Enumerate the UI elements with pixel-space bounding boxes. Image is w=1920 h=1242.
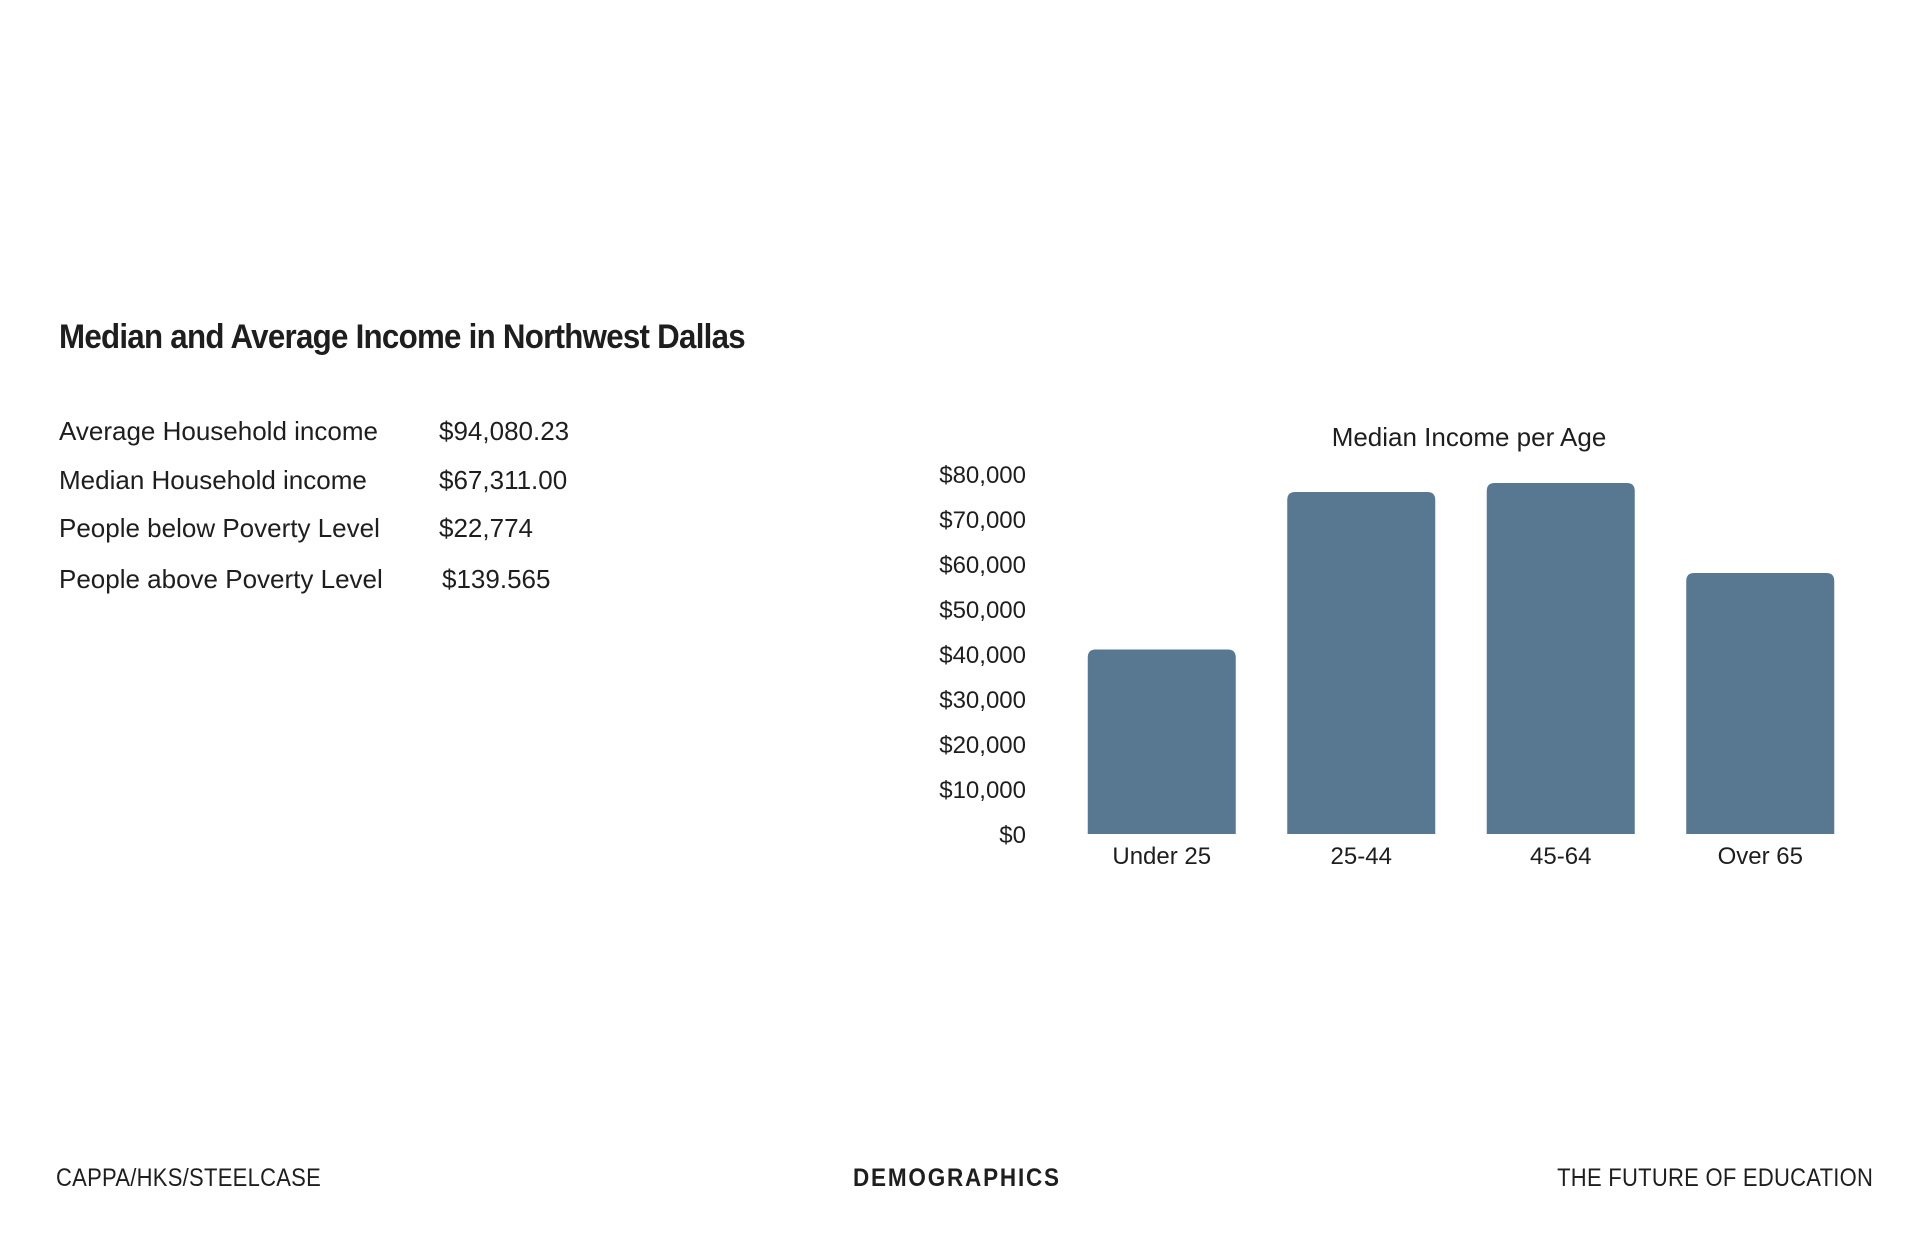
footer-left: CAPPA/HKS/STEELCASE: [56, 1164, 322, 1192]
chart-title: Median Income per Age: [1332, 422, 1607, 452]
y-tick-label: $20,000: [939, 732, 1026, 759]
stat-value: $67,311.00: [439, 465, 568, 495]
x-tick-label: 45-64: [1530, 843, 1591, 870]
y-axis-ticks: $0 $10,000 $20,000 $30,000 $40,000 $50,000 $60…: [939, 462, 1026, 849]
bar-over-65: [1686, 573, 1835, 834]
y-tick-label: $0: [999, 822, 1026, 849]
stat-label: Median Household income: [59, 465, 367, 495]
stat-label: People below Poverty Level: [59, 513, 380, 543]
bars: [1087, 483, 1835, 834]
footer-section-title: DEMOGRAPHICS: [853, 1164, 1061, 1192]
y-tick-label: $50,000: [939, 597, 1026, 624]
stat-value: $22,774: [439, 513, 533, 543]
y-tick-label: $80,000: [939, 462, 1026, 489]
y-tick-label: $60,000: [939, 552, 1026, 579]
x-tick-label: Over 65: [1718, 843, 1803, 870]
y-tick-label: $40,000: [939, 642, 1026, 669]
stat-label: People above Poverty Level: [59, 564, 383, 594]
bar-25-44: [1287, 492, 1436, 834]
bar-under-25: [1087, 649, 1236, 834]
bar-chart-svg: Median Income per Age $0 $10,000 $20,000 $3…: [939, 422, 1835, 870]
y-tick-label: $10,000: [939, 777, 1026, 804]
footer-right: THE FUTURE OF EDUCATION: [1556, 1164, 1873, 1192]
x-axis-ticks: Under 25 25-44 45-64 Over 65: [1112, 843, 1803, 870]
bar-45-64: [1486, 483, 1635, 834]
median-income-chart: Median Income per Age $0 $10,000 $20,000 $3…: [900, 410, 1900, 890]
page-title: Median and Average Income in Northwest D…: [59, 318, 746, 356]
y-tick-label: $30,000: [939, 687, 1026, 714]
stat-label: Average Household income: [59, 416, 378, 446]
x-tick-label: 25-44: [1331, 843, 1392, 870]
y-tick-label: $70,000: [939, 507, 1026, 534]
stat-value: $139.565: [442, 564, 551, 594]
stat-value: $94,080.23: [439, 416, 570, 446]
x-tick-label: Under 25: [1112, 843, 1211, 870]
